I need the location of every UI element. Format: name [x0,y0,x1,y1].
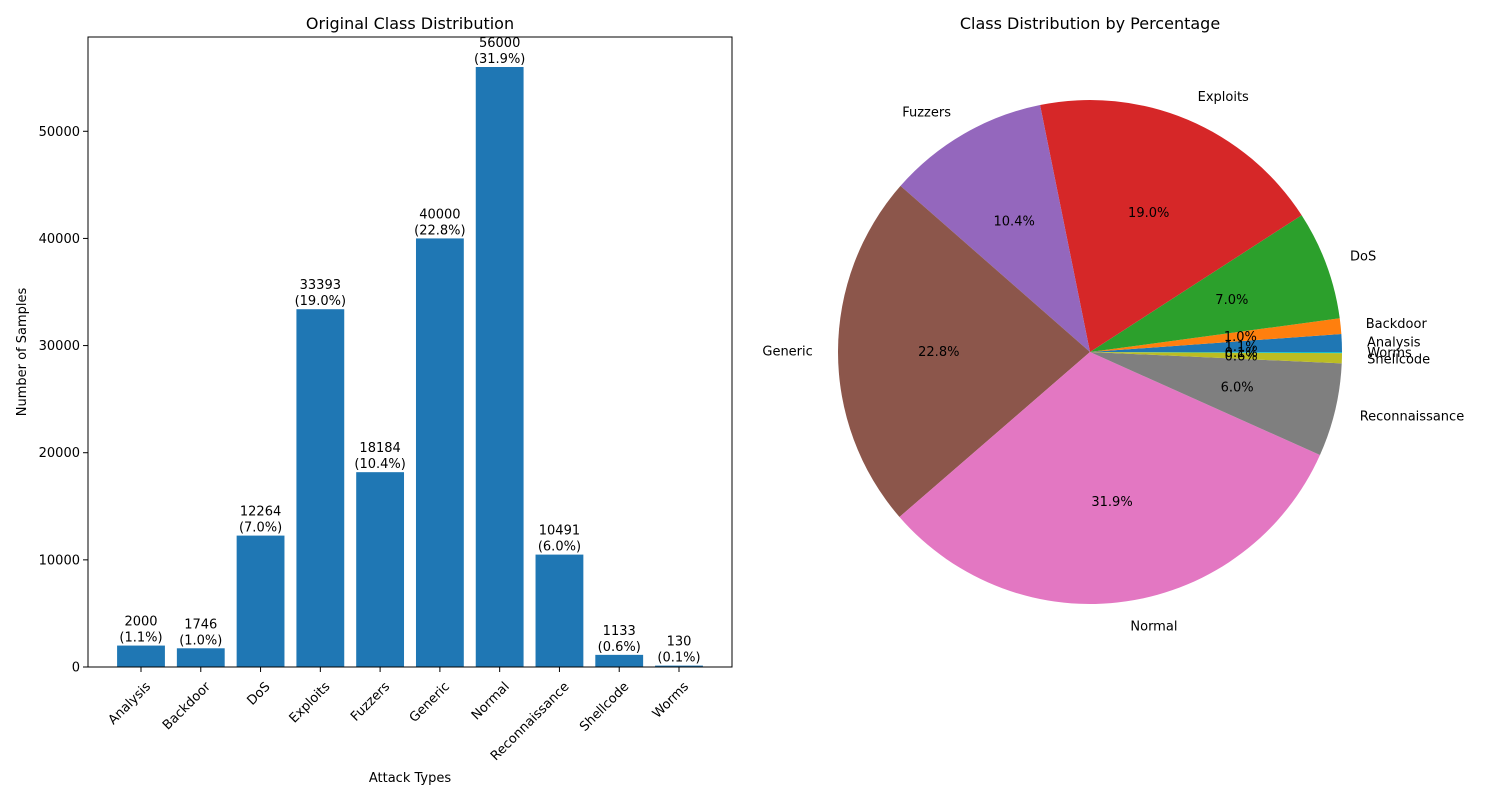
bar-normal [475,67,524,667]
pie-slice-worms [1090,352,1342,354]
bar-value-label-exploits: 33393 (19.0%) [295,278,346,309]
pie-label-analysis: Analysis [1367,336,1421,351]
pie-label-backdoor: Backdoor [1366,317,1428,332]
pie-label-shellcode: Shellcode [1367,352,1430,367]
pie-label-exploits: Exploits [1198,90,1249,105]
y-axis: 0 10000 20000 30000 40000 50000 [39,125,88,676]
bar-reconnaissance [535,554,584,667]
bar-chart-title: Original Class Distribution [306,14,514,33]
bar-dos [236,535,285,667]
bar-value-label-reconnaissance: 10491 (6.0%) [538,524,581,555]
y-tick-label-30000: 30000 [39,339,80,354]
pie-percent-label-fuzzers: 10.4% [994,215,1035,230]
y-tick-label-40000: 40000 [39,232,80,247]
pie-slice-exploits [1040,100,1302,352]
pie-percent-labels: 1.1%1.0% 7.0% 19.0% 10.4% 22.8% 31.9% 6.0% 0.6%… [918,206,1258,510]
bar-value-label-analysis: 2000 (1.1%) [119,615,162,646]
bar-chart: Original Class Distribution 2000 (1.1%) 17… [15,14,733,786]
pie-chart-title: Class Distribution by Percentage [960,14,1220,33]
pie-slice-shellcode [1090,352,1342,364]
bar-shellcode [595,654,644,667]
bar-value-label-shellcode: 1133 (0.6%) [598,624,641,655]
pie-slice-reconnaissance [1090,352,1342,456]
bar-value-label-fuzzers: 18184 (10.4%) [354,441,405,472]
bar-value-label-worms: 130 (0.1%) [657,635,700,666]
pie-slice-dos [1090,215,1340,352]
pie-percent-label-exploits: 19.0% [1128,206,1169,221]
pie-chart: Class Distribution by Percentage 1.1%1.0… [762,14,1464,635]
bar-analysis [117,645,165,667]
pie-label-worms: Worms [1367,346,1412,361]
pie-percent-label-dos: 7.0% [1215,293,1248,308]
bar-backdoor [176,648,225,667]
pie-slice-generic [838,185,1090,517]
bar-marks [117,67,703,667]
plot-frame [87,36,733,668]
bar-generic [415,238,464,667]
pie-percent-label-reconnaissance: 6.0% [1221,380,1254,395]
pie-label-fuzzers: Fuzzers [902,106,951,121]
y-tick-label-0: 0 [72,661,80,676]
pie-label-generic: Generic [762,345,812,360]
pie-percent-label-backdoor: 1.0% [1224,330,1257,345]
pie-slice-backdoor [1090,318,1342,352]
y-axis-label: Number of Samples [15,288,30,417]
bar-value-label-generic: 40000 (22.8%) [414,207,465,238]
pie-percent-label-analysis: 1.1% [1225,340,1258,355]
bar-value-label-backdoor: 1746 (1.0%) [179,617,222,648]
pie-label-dos: DoS [1350,249,1376,264]
pie-label-reconnaissance: Reconnaissance [1360,410,1465,425]
pie-percent-label-worms: 0.1% [1225,346,1258,361]
bar-fuzzers [356,472,405,667]
pie-category-labels: Analysis Backdoor DoS Exploits Fuzzers Generi… [762,90,1464,635]
pie-label-normal: Normal [1130,620,1177,635]
bar-exploits [296,309,345,667]
pie-slice-normal [899,352,1320,604]
pie-slices [838,100,1342,604]
bar-value-label-normal: 56000 (31.9%) [474,36,525,67]
bar-worms [655,665,703,667]
pie-slice-fuzzers [900,104,1090,352]
y-tick-label-10000: 10000 [39,553,80,568]
x-axis-label: Attack Types [369,771,451,786]
bar-value-labels: 2000 (1.1%) 1746 (1.0%) 12264 (7.0%) 33393 (19.… [119,36,700,666]
pie-percent-label-normal: 31.9% [1091,495,1132,510]
y-tick-label-20000: 20000 [39,446,80,461]
bar-value-label-dos: 12264 (7.0%) [239,505,282,536]
pie-percent-label-generic: 22.8% [918,345,959,360]
y-tick-label-50000: 50000 [39,125,80,140]
pie-percent-label-shellcode: 0.6% [1225,349,1258,364]
pie-slice-analysis [1090,333,1342,352]
